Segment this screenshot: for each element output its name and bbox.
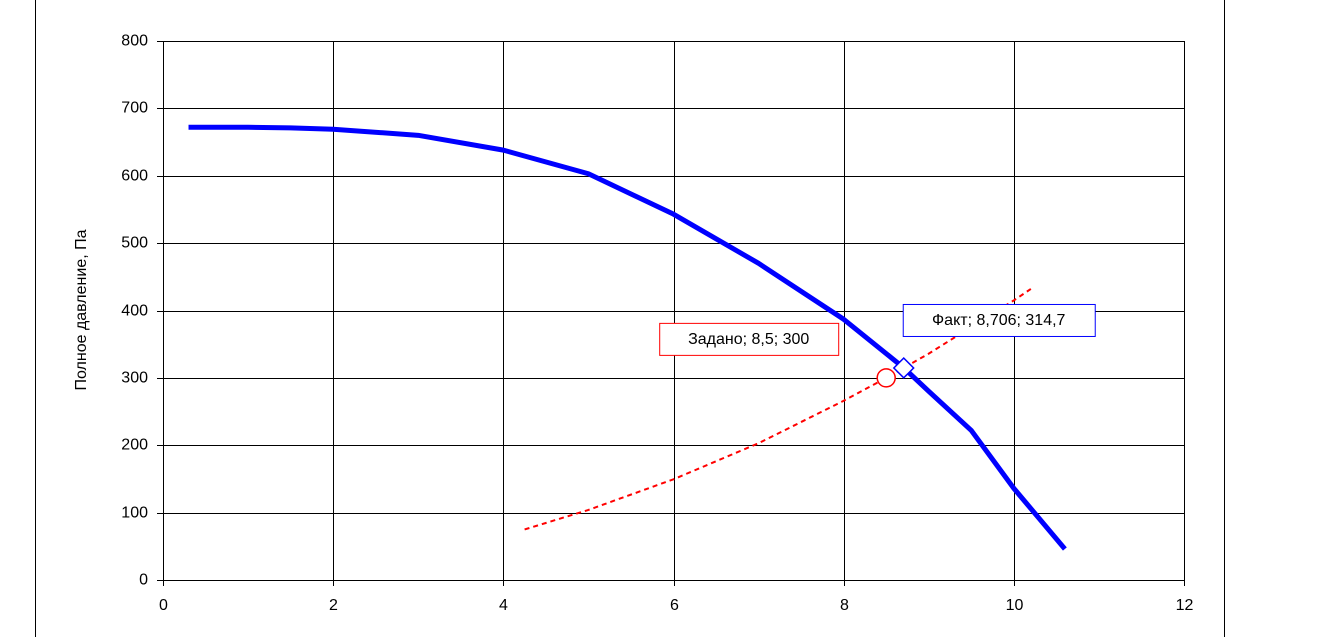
- x-tick-label: 8: [840, 597, 849, 614]
- y-tick-label: 600: [121, 168, 148, 185]
- y-axis-label: Полное давление, Па: [73, 229, 90, 390]
- x-tick-label: 12: [1176, 597, 1194, 614]
- x-tick-label: 6: [670, 597, 679, 614]
- x-tick-label: 0: [159, 597, 168, 614]
- y-tick-label: 700: [121, 100, 148, 117]
- y-tick-label: 400: [121, 303, 148, 320]
- y-tick-label: 500: [121, 235, 148, 252]
- y-tick-label: 300: [121, 370, 148, 387]
- annotation-box: [659, 322, 840, 356]
- y-tick-label: 100: [121, 505, 148, 522]
- x-tick-label: 2: [329, 597, 338, 614]
- annotation-box: [902, 303, 1096, 337]
- annotation-label: Задано; 8,5; 300: [688, 331, 809, 348]
- y-tick-label: 0: [139, 572, 148, 589]
- y-tick-label: 200: [121, 437, 148, 454]
- line-series: [188, 124, 1067, 551]
- y-tick-label: 800: [121, 33, 148, 50]
- x-tick-label: 4: [499, 597, 508, 614]
- annotation-label: Факт; 8,706; 314,7: [932, 312, 1066, 329]
- marker: [892, 357, 915, 379]
- marker: [876, 368, 896, 388]
- plot-frame: [163, 41, 1185, 581]
- x-tick-label: 10: [1006, 597, 1024, 614]
